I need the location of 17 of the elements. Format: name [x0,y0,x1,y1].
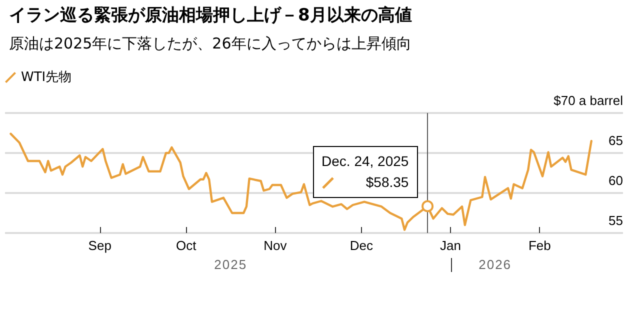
text: 2026 [478,257,512,272]
annotation: Dec. 24, 2025 [322,152,409,172]
y-tick-label: $70 a barrel [554,93,624,108]
y-tick-label: 60 [608,173,623,188]
x-tick-label: Feb [528,238,551,253]
y-tick-label: 65 [608,133,623,148]
legend-label: WTI先物 [21,70,72,85]
chart-title: イラン巡る緊張が原油相場押し上げ－8月以来の高値 [9,6,412,26]
x-tick-label: Dec [350,238,374,253]
chart-subtitle: 原油は2025年に下落したが、26年に入ってからは上昇傾向 [9,34,412,52]
annotation: $58.35 [366,174,409,190]
text: 2025 [214,257,248,272]
x-tick-label: Oct [176,238,197,253]
x-tick-label: Jan [440,238,462,253]
y-tick-label: 55 [608,213,623,228]
x-tick-label: Nov [264,238,288,253]
x-tick-label: Sep [88,238,112,253]
